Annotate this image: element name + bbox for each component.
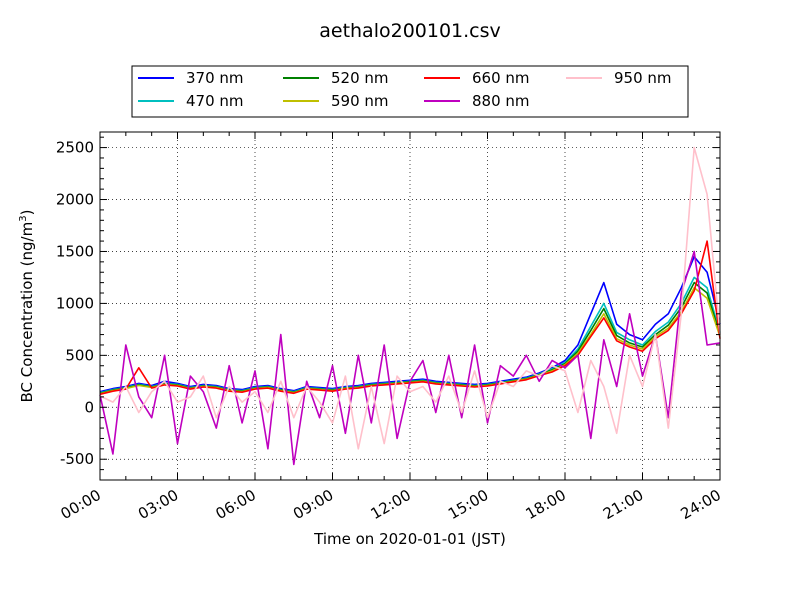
x-axis-title: Time on 2020-01-01 (JST): [313, 530, 506, 548]
x-tick-label: 03:00: [135, 486, 181, 523]
y-tick-label: 1500: [56, 242, 94, 260]
legend-item: 660 nm: [424, 69, 530, 87]
x-tick-label: 09:00: [290, 486, 336, 523]
y-tick-label: 2500: [56, 139, 94, 157]
legend-item: 880 nm: [424, 92, 530, 110]
plot-area: [99, 131, 721, 481]
legend-label: 950 nm: [614, 69, 672, 87]
series-line-880-nm: [99, 250, 721, 466]
series-line-950-nm: [99, 146, 721, 450]
x-tick-label: 00:00: [58, 486, 104, 523]
plot-background: [100, 132, 720, 480]
legend-label: 590 nm: [331, 92, 389, 110]
chart-title: aethalo200101.csv: [319, 20, 501, 42]
legend-item: 470 nm: [138, 92, 244, 110]
legend-label: 370 nm: [186, 69, 244, 87]
x-tick-label: 18:00: [523, 486, 569, 523]
legend-label: 520 nm: [331, 69, 389, 87]
x-tick-labels: 00:00 03:00 06:00 09:00 12:00 15:00 18:00 21:00…: [58, 486, 724, 523]
x-tick-label: 21:00: [600, 486, 646, 523]
legend-item: 520 nm: [283, 69, 389, 87]
y-tick-label: 0: [84, 398, 94, 416]
axis-ticks: [99, 132, 721, 480]
x-tick-label: 06:00: [213, 486, 259, 523]
y-axis-title: BC Concentration (ng/m3): [18, 210, 36, 403]
legend-item: 370 nm: [138, 69, 244, 87]
y-tick-label: 1000: [56, 294, 94, 312]
legend-item: 590 nm: [283, 92, 389, 110]
legend-label: 880 nm: [472, 92, 530, 110]
legend-label: 470 nm: [186, 92, 244, 110]
legend: 370 nm 470 nm 520 nm 590 nm 660 nm 880 nm 950 …: [131, 65, 689, 118]
y-tick-label: 500: [65, 346, 94, 364]
series-lines: [99, 146, 721, 466]
grid-lines: [99, 132, 721, 480]
x-tick-label: 24:00: [678, 486, 724, 523]
y-tick-labels: -500 0 500 1000 1500 2000 2500: [56, 139, 94, 469]
y-tick-label: -500: [60, 450, 94, 468]
x-tick-label: 15:00: [445, 486, 491, 523]
legend-item: 950 nm: [566, 69, 672, 87]
y-tick-label: 2000: [56, 191, 94, 209]
legend-label: 660 nm: [472, 69, 530, 87]
x-tick-label: 12:00: [368, 486, 414, 523]
